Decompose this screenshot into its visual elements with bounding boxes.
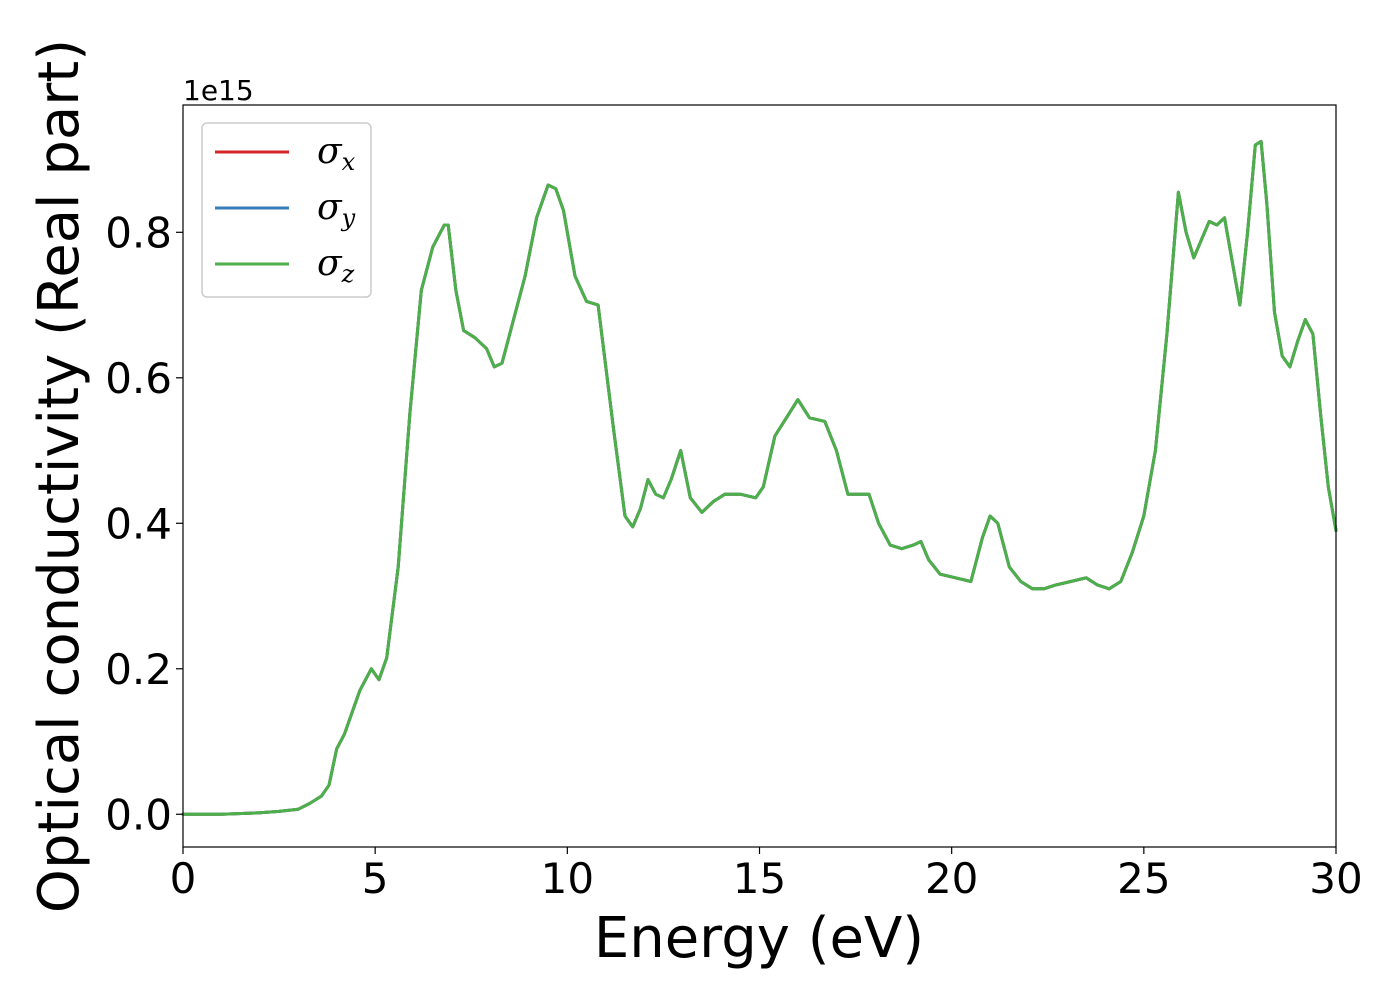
x-tick-label: 10	[541, 854, 594, 903]
series-layer	[181, 139, 1338, 816]
y-tick-label: 0.6	[105, 354, 172, 403]
series-line-z	[181, 139, 1338, 816]
y-axis-ticks: 0.0 0.2 0.4 0.6 0.8	[105, 208, 183, 839]
y-tick-label: 0.4	[105, 499, 172, 548]
plot-background	[183, 105, 1336, 847]
legend-box	[201, 122, 372, 298]
y-offset-label: 1e15	[183, 74, 254, 107]
x-tick-label: 0	[170, 854, 197, 903]
x-tick-label: 5	[362, 854, 389, 903]
y-tick-label: 0.8	[105, 208, 172, 257]
y-tick-label: 0.0	[105, 790, 172, 839]
x-tick-label: 25	[1117, 854, 1170, 903]
x-tick-label: 15	[733, 854, 786, 903]
x-tick-label: 20	[925, 854, 978, 903]
x-tick-label: 30	[1309, 854, 1362, 903]
x-axis-title: Energy (eV)	[594, 906, 924, 971]
y-axis-title: Optical conductivity (Real part)	[27, 39, 92, 913]
y-tick-label: 0.2	[105, 645, 172, 694]
x-axis-ticks: 0 5 10 15 20 25 30	[170, 847, 1363, 903]
